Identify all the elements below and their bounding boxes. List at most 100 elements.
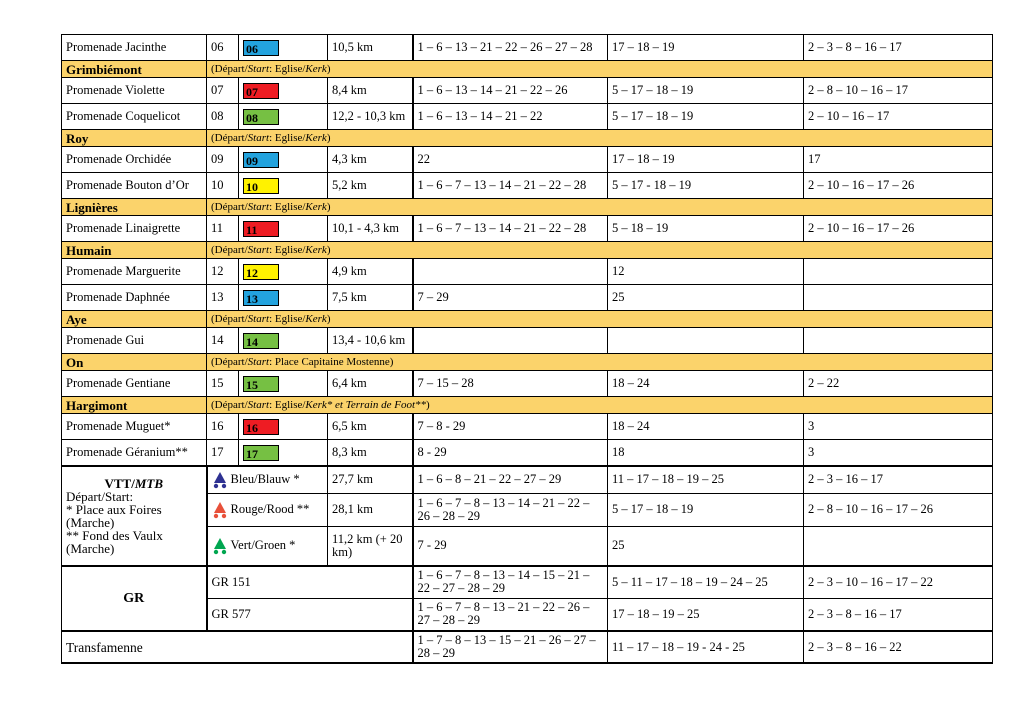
trail-code-badge: 10 [243,177,279,194]
trail-code-badge: 15 [243,375,279,392]
trail-number: 12 [206,258,239,285]
trail-distance: 6,4 km [327,370,413,397]
trail-col1: 1 – 6 – 7 – 13 – 14 – 21 – 22 – 28 [411,172,608,199]
trail-code-badge: 06 [243,39,279,56]
start-kerk: Kerk [305,62,327,75]
table-row: Transfamenne 1 – 7 – 8 – 13 – 15 – 21 – … [61,630,993,664]
section-start: (Départ/Start: Eglise/Kerk) [206,241,993,259]
start-prefix: (Départ/ [211,312,248,325]
table-row: Promenade Gui 14 14 13,4 - 10,6 km [61,327,993,354]
start-suffix: ) [326,131,331,144]
trail-code-badge: 17 [243,444,279,461]
trail-number: 15 [206,370,239,397]
start-word: Start [247,200,270,213]
start-word: Start [247,243,270,256]
trail-col2: 12 [607,258,804,285]
vtt-title: VTT/MTB [104,476,163,491]
start-suffix: ) [326,200,331,213]
trail-col2: 18 – 24 [607,370,804,397]
trail-number: 07 [206,77,239,104]
start-word: Start [247,131,270,144]
vtt-route-label: Vert/Groen * [230,537,296,552]
table-row: Promenade Coquelicot 08 08 12,2 - 10,3 k… [61,103,993,130]
trail-col3: 3 [803,413,993,440]
table-row: Promenade Gentiane 15 15 6,4 km 7 – 15 –… [61,370,993,397]
trail-col1: 22 [411,146,608,173]
start-place: : Eglise/ [269,131,306,144]
start-suffix: ) [326,312,331,325]
section-header: Grimbiémont (Départ/Start: Eglise/Kerk) [61,60,993,78]
section-header: Hargimont (Départ/Start: Eglise/Kerk* et… [61,396,993,414]
gr-route-label: GR 151 [206,565,413,599]
trail-col1: 7 – 8 - 29 [411,413,608,440]
trail-distance: 5,2 km [327,172,413,199]
vtt-start-label: Départ/Start: [66,489,134,504]
trail-name: Promenade Géranium** [61,439,207,467]
trail-col3: 2 – 22 [803,370,993,397]
trail-name: Promenade Muguet* [61,413,207,440]
section-name: Roy [61,129,207,147]
trail-col1: 1 – 6 – 13 – 14 – 21 – 22 [411,103,608,130]
table-row: GR GR 151 1 – 6 – 7 – 8 – 13 – 14 – 15 –… [61,565,993,632]
green-triangle-icon [213,537,226,554]
trail-code-badge: 08 [243,108,279,125]
trail-name: Promenade Bouton d’Or [61,172,207,199]
table-row: Vert/Groen * 11,2 km (+ 20 km) 7 - 29 25 [62,525,993,567]
trail-number: 10 [206,172,239,199]
start-kerk: Kerk* et Terrain de Foot** [305,398,427,411]
gr-col1: 1 – 6 – 7 – 8 – 13 – 21 – 22 – 26 – 27 –… [411,597,608,632]
vtt-route-label: Rouge/Rood ** [230,501,310,516]
trail-name: Promenade Jacinthe [61,34,207,61]
trail-col2: 5 – 17 – 18 – 19 [607,77,804,104]
section-header: Lignières (Départ/Start: Eglise/Kerk) [61,198,993,216]
section-start: (Départ/Start: Eglise/Kerk) [206,60,993,78]
trail-col3: 2 – 3 – 8 – 16 – 17 [803,34,993,61]
trail-col1: 7 – 15 – 28 [411,370,608,397]
vtt-col3: 2 – 8 – 10 – 16 – 17 – 26 [803,492,993,527]
trail-number: 08 [206,103,239,130]
section-start: (Départ/Start: Eglise/Kerk) [206,198,993,216]
trail-col2: 18 [607,439,804,467]
trail-name: Promenade Orchidée [61,146,207,173]
trail-col2 [607,327,804,354]
section-start: (Départ/Start: Eglise/Kerk* et Terrain d… [206,396,993,414]
transfamenne-col2: 11 – 17 – 18 – 19 - 24 - 25 [607,630,804,664]
trail-distance: 13,4 - 10,6 km [327,327,413,354]
trail-col2: 17 – 18 – 19 [607,34,804,61]
table-row: GR 577 1 – 6 – 7 – 8 – 13 – 21 – 22 – 26… [62,597,993,632]
trail-distance: 8,3 km [327,439,413,467]
trail-col3: 2 – 10 – 16 – 17 – 26 [803,172,993,199]
section-name: Aye [61,310,207,328]
trail-number: 06 [206,34,239,61]
trail-distance: 10,1 - 4,3 km [327,215,413,242]
section-name: Hargimont [61,396,207,414]
start-prefix: (Départ/ [211,355,248,368]
section-header: Roy (Départ/Start: Eglise/Kerk) [61,129,993,147]
trail-col3: 2 – 10 – 16 – 17 – 26 [803,215,993,242]
red-triangle-icon [213,501,226,518]
start-suffix: ) [326,62,331,75]
blue-triangle-icon [213,471,226,488]
table-row: VTT/MTB Départ/Start: * Place aux Foires… [61,465,993,567]
trail-distance: 4,3 km [327,146,413,173]
start-place: : Eglise/ [269,398,306,411]
trail-col2: 18 – 24 [607,413,804,440]
vtt-col1: 1 – 6 – 7 – 8 – 13 – 14 – 21 – 22 – 26 –… [411,492,608,527]
trail-distance: 10,5 km [327,34,413,61]
start-suffix: ) [426,398,430,411]
trail-distance: 4,9 km [327,258,413,285]
trail-col3: 17 [803,146,993,173]
section-name: Grimbiémont [61,60,207,78]
section-header: On (Départ/Start: Place Capitaine Mosten… [61,353,993,371]
gr-col2: 5 – 11 – 17 – 18 – 19 – 24 – 25 [607,565,804,599]
start-kerk: Kerk [305,200,327,213]
vtt-start-1: * Place aux Foires (Marche) [66,502,162,530]
table-row: Promenade Linaigrette 11 11 10,1 - 4,3 k… [61,215,993,242]
vtt-col3: 2 – 3 – 16 – 17 [803,465,993,494]
vtt-col2: 5 – 17 – 18 – 19 [607,492,804,527]
start-prefix: (Départ/ [211,398,248,411]
start-prefix: (Départ/ [211,243,248,256]
start-suffix: ) [326,243,331,256]
section-header: Humain (Départ/Start: Eglise/Kerk) [61,241,993,259]
section-start: (Départ/Start: Eglise/Kerk) [206,129,993,147]
